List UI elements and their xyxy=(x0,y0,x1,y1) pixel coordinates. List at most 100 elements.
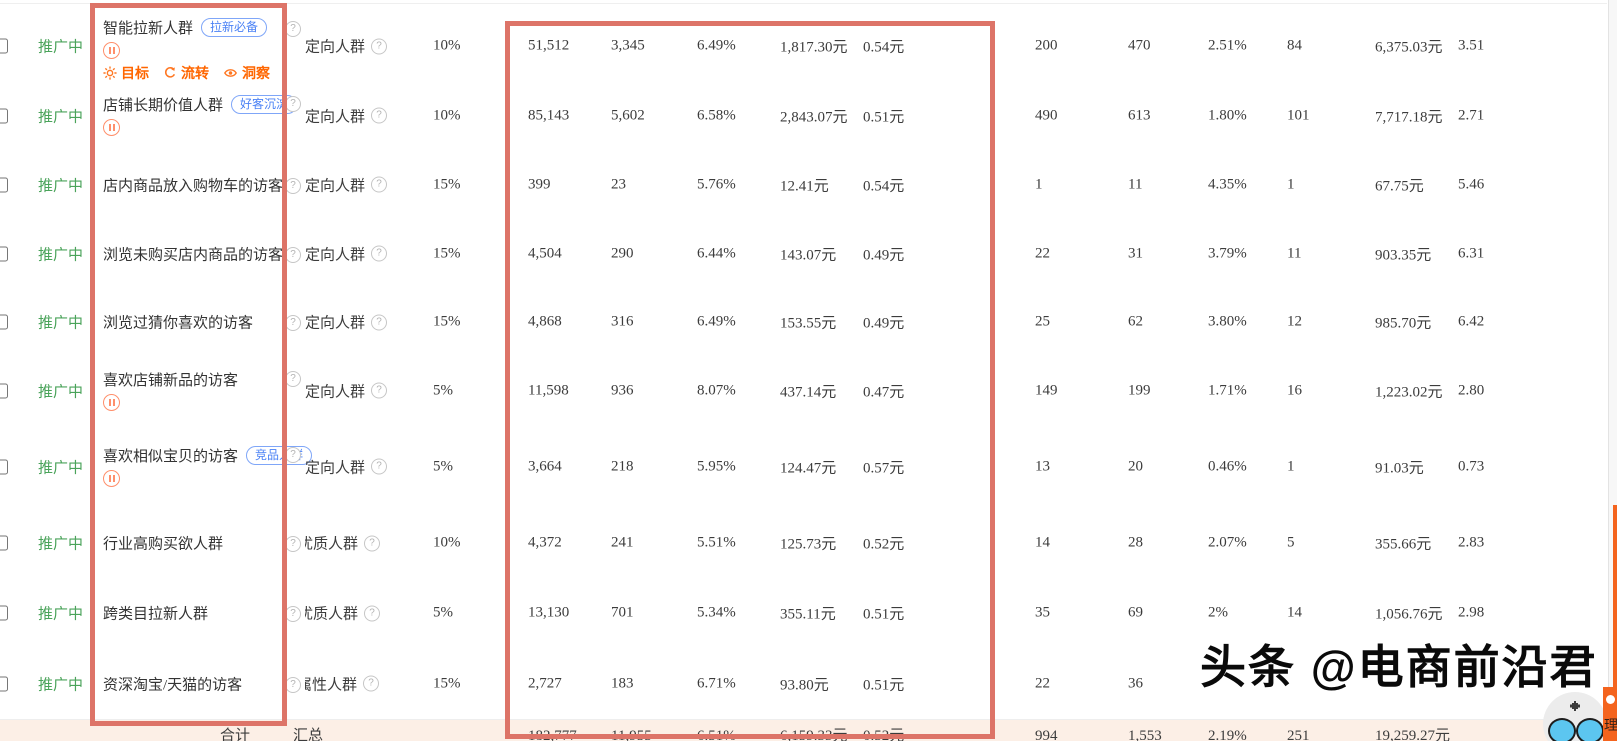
row-checkbox[interactable] xyxy=(0,177,8,192)
ppc-value: 0.47元 xyxy=(863,384,905,400)
help-question-icon[interactable] xyxy=(364,605,381,621)
help-question-icon[interactable] xyxy=(371,382,388,399)
help-question-icon[interactable] xyxy=(285,177,301,194)
audience-name[interactable]: 喜欢店铺新品的访客 xyxy=(103,373,239,389)
audience-name[interactable]: 店内商品放入购物车的访客 xyxy=(103,178,284,194)
table-row: 推广中 资深淘宝/天猫的访客 属性人群 15% 2,727 183 6.71% … xyxy=(0,648,1607,719)
conversions-value: 22 xyxy=(1035,675,1050,691)
pause-button[interactable] xyxy=(103,470,120,487)
spend-value: 1,817.30元 xyxy=(780,39,848,56)
premium-value: 10% xyxy=(433,37,461,54)
row-checkbox[interactable] xyxy=(0,38,8,54)
audience-name[interactable]: 智能拉新人群 xyxy=(103,21,194,37)
conversion-rate-value: 1.71% xyxy=(1208,382,1247,398)
pause-button[interactable] xyxy=(103,119,120,136)
help-question-icon[interactable] xyxy=(371,107,388,124)
premium-value: 15% xyxy=(433,176,461,192)
impressions-value: 4,372 xyxy=(528,534,562,551)
help-question-icon[interactable] xyxy=(371,458,388,475)
help-question-icon[interactable] xyxy=(371,176,388,193)
roi-value: 5.46 xyxy=(1458,176,1485,192)
total-clicks: 11,955 xyxy=(611,728,652,741)
help-question-icon[interactable] xyxy=(285,21,301,37)
status-badge: 推广中 xyxy=(38,315,84,332)
orders-value: 14 xyxy=(1287,604,1302,621)
help-question-icon[interactable] xyxy=(371,38,388,54)
audience-name[interactable]: 浏览过猜你喜欢的访客 xyxy=(103,315,254,332)
impressions-value: 51,512 xyxy=(528,37,570,54)
goal-action-link[interactable]: 目标 xyxy=(103,63,149,83)
row-checkbox[interactable] xyxy=(0,676,8,691)
status-badge: 推广中 xyxy=(38,39,84,56)
conversion-rate-value: 2% xyxy=(1208,604,1228,621)
flow-action-label: 流转 xyxy=(181,67,209,82)
audience-tag-badge: 竞品人群 xyxy=(246,446,313,465)
side-panel-edge xyxy=(1613,505,1617,741)
row-checkbox[interactable] xyxy=(0,314,8,330)
help-question-icon[interactable] xyxy=(364,535,381,551)
conversion-rate-value: 3 xyxy=(1208,675,1216,691)
impressions-value: 4,868 xyxy=(528,313,562,330)
table-row: 推广中 店内商品放入购物车的访客 定向人群 15% 399 23 5.76% 1… xyxy=(0,150,1607,220)
help-question-icon[interactable] xyxy=(285,606,301,622)
help-question-icon[interactable] xyxy=(363,675,380,692)
revenue-value: 903.35元 xyxy=(1375,247,1432,263)
ppc-value: 0.52元 xyxy=(863,536,905,553)
ctr-value: 6.58% xyxy=(697,107,736,123)
help-question-icon[interactable] xyxy=(285,536,301,552)
row-checkbox[interactable] xyxy=(0,535,8,551)
sound-wave-icon xyxy=(1567,698,1583,719)
status-badge: 推广中 xyxy=(38,677,84,693)
floating-side-tab-button[interactable]: 理 xyxy=(1603,687,1617,741)
flow-action-link[interactable]: 流转 xyxy=(163,63,209,83)
help-question-icon[interactable] xyxy=(285,315,301,331)
row-checkbox[interactable] xyxy=(0,108,8,123)
help-question-icon[interactable] xyxy=(285,676,301,693)
targeting-type: 优质人群 xyxy=(305,536,359,553)
watermark-logo xyxy=(1543,692,1607,741)
totals-mode-selector: 汇总 xyxy=(293,728,324,741)
table-row: 推广中 浏览过猜你喜欢的访客 定向人群 15% 4,868 316 6.49% … xyxy=(0,288,1607,357)
help-question-icon[interactable] xyxy=(285,96,301,112)
row-checkbox[interactable] xyxy=(0,605,8,621)
targeting-type: 定向人群 xyxy=(305,39,366,56)
revenue-value: 985.70元 xyxy=(1375,315,1432,332)
ctr-value: 6.49% xyxy=(697,313,736,330)
vertical-scrollbar[interactable] xyxy=(1608,0,1617,741)
insight-action-link[interactable]: 洞察 xyxy=(223,63,270,83)
help-question-icon[interactable] xyxy=(371,314,388,330)
cart-adds-value: 62 xyxy=(1128,313,1143,330)
row-checkbox[interactable] xyxy=(0,459,8,474)
orders-value: 12 xyxy=(1287,313,1302,330)
premium-value: 15% xyxy=(433,675,461,691)
orders-value: 5 xyxy=(1287,534,1295,551)
pause-button[interactable] xyxy=(103,42,120,59)
watermark-text: 头条 @电商前沿君 xyxy=(1200,641,1598,693)
conversions-value: 25 xyxy=(1035,313,1050,330)
help-question-icon[interactable] xyxy=(285,246,301,263)
audience-name[interactable]: 行业高购买欲人群 xyxy=(103,536,224,553)
row-checkbox[interactable] xyxy=(0,246,8,261)
ppc-value: 0.51元 xyxy=(863,677,905,693)
spend-value: 143.07元 xyxy=(780,247,837,263)
ppc-value: 0.54元 xyxy=(863,39,905,56)
table-row: 推广中 浏览未购买店内商品的访客 定向人群 15% 4,504 290 6.44… xyxy=(0,219,1607,289)
row-checkbox[interactable] xyxy=(0,383,8,398)
audience-name[interactable]: 资深淘宝/天猫的访客 xyxy=(103,677,243,693)
orders-value: 11 xyxy=(1287,245,1302,261)
audience-name[interactable]: 店铺长期价值人群 xyxy=(103,98,224,114)
audience-name[interactable]: 喜欢相似宝贝的访客 xyxy=(103,449,239,465)
side-tab-label: 理 xyxy=(1604,719,1617,734)
clicks-value: 23 xyxy=(611,176,626,192)
audience-name[interactable]: 跨类目拉新人群 xyxy=(103,606,209,623)
help-question-icon[interactable] xyxy=(371,245,388,262)
help-question-icon[interactable] xyxy=(285,371,301,387)
conversion-rate-value: 1.80% xyxy=(1208,107,1247,123)
help-question-icon[interactable] xyxy=(285,447,301,463)
status-badge: 推广中 xyxy=(38,178,84,194)
audience-name[interactable]: 浏览未购买店内商品的访客 xyxy=(103,247,284,263)
pause-button[interactable] xyxy=(103,394,120,411)
spend-value: 93.80元 xyxy=(780,677,829,693)
revenue-value: 7,717.18元 xyxy=(1375,109,1443,125)
